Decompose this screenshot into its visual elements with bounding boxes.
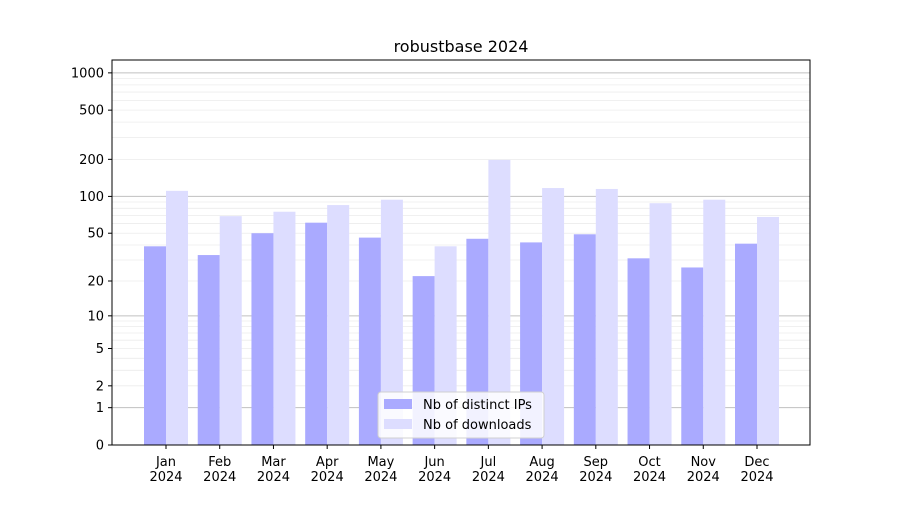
y-tick-label: 50 — [87, 227, 104, 242]
x-tick-label-line: Nov — [691, 455, 717, 470]
x-tick-label-line: 2024 — [149, 470, 182, 485]
bar-ips — [573, 234, 596, 445]
x-tick-label-line: 2024 — [364, 470, 397, 485]
x-tick-label-line: Aug — [529, 455, 554, 470]
x-tick-label: Sep 2024 — [579, 455, 612, 485]
bar-ips — [144, 246, 166, 445]
bar-ips — [251, 233, 274, 445]
y-tick-label: 500 — [79, 104, 104, 119]
x-tick-label-line: Apr — [316, 455, 339, 470]
bar-downloads — [166, 190, 188, 445]
bar-downloads — [703, 199, 726, 445]
x-tick-label-line: May — [367, 455, 394, 470]
x-tick-label: Feb 2024 — [203, 455, 236, 485]
x-tick-label-line: 2024 — [311, 470, 344, 485]
x-tick-label-line: 2024 — [579, 470, 612, 485]
y-tick-label: 1000 — [71, 66, 104, 81]
x-tick-label: Dec 2024 — [740, 455, 773, 485]
bar-downloads — [542, 188, 565, 445]
bar-downloads — [273, 211, 296, 445]
x-tick-label-line: 2024 — [740, 470, 773, 485]
x-tick-label-line: Sep — [584, 455, 609, 470]
y-tick-label: 1 — [96, 401, 104, 416]
x-tick-label-line: Oct — [638, 455, 660, 470]
x-tick-label: Aug 2024 — [526, 455, 559, 485]
x-tick-label-line: Jan — [155, 455, 176, 470]
legend-box — [377, 391, 545, 439]
x-tick-label: Oct 2024 — [633, 455, 666, 485]
bar-ips — [681, 267, 704, 445]
bar-downloads — [595, 188, 618, 445]
bar-ips — [627, 258, 650, 445]
x-tick-label-line: 2024 — [203, 470, 236, 485]
y-tick-label: 100 — [79, 190, 104, 205]
x-tick-label-line: Feb — [208, 455, 231, 470]
x-tick-label-line: 2024 — [418, 470, 451, 485]
y-tick-label: 200 — [79, 153, 104, 168]
legend-label: Nb of distinct IPs — [423, 398, 532, 413]
x-tick-label: Mar 2024 — [257, 455, 290, 485]
x-tick-label-line: Dec — [744, 455, 769, 470]
x-tick-label: Nov 2024 — [687, 455, 720, 485]
bar-ips — [358, 237, 381, 445]
bar-ips — [197, 255, 220, 445]
x-tick-label: Jul 2024 — [472, 455, 505, 485]
y-tick-label: 20 — [87, 275, 104, 290]
y-tick-label: 5 — [96, 342, 104, 357]
bar-ips — [305, 222, 328, 445]
plot-frame — [111, 59, 811, 446]
x-tick-label: Apr 2024 — [311, 455, 344, 485]
bar-downloads — [380, 199, 403, 445]
bar-ips — [735, 243, 757, 445]
x-tick-label-line: 2024 — [472, 470, 505, 485]
bar-downloads — [488, 159, 511, 445]
y-tick-label: 2 — [96, 379, 104, 394]
legend-swatch — [384, 399, 412, 409]
legend-label: Nb of downloads — [423, 418, 532, 433]
bar-downloads — [757, 216, 779, 445]
x-tick-label-line: 2024 — [526, 470, 559, 485]
x-tick-label-line: Jun — [423, 455, 444, 470]
x-tick-label-line: 2024 — [633, 470, 666, 485]
chart-title: robustbase 2024 — [394, 37, 529, 56]
x-tick-label-line: Jul — [480, 455, 497, 470]
legend-swatch — [384, 419, 412, 429]
x-tick-label: May 2024 — [364, 455, 397, 485]
bar-downloads — [327, 205, 350, 445]
bar-downloads — [219, 216, 242, 445]
bar-downloads — [649, 203, 672, 445]
x-tick-label: Jun 2024 — [418, 455, 451, 485]
y-tick-label: 0 — [96, 439, 104, 454]
y-tick-label: 10 — [87, 309, 104, 324]
x-tick-label-line: 2024 — [257, 470, 290, 485]
x-tick-label-line: 2024 — [687, 470, 720, 485]
x-tick-label: Jan 2024 — [149, 455, 182, 485]
x-tick-label-line: Mar — [261, 455, 286, 470]
